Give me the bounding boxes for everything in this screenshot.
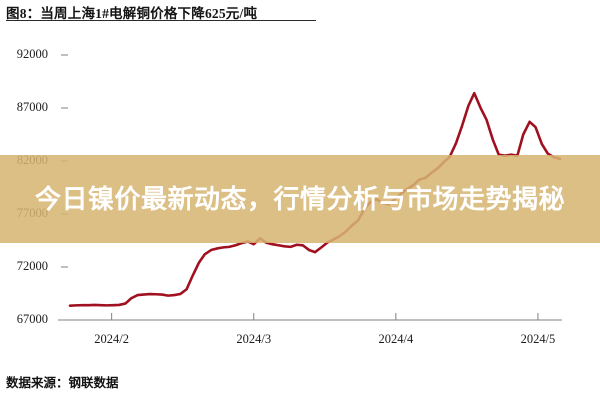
y-axis-tick-label: 92000 [16, 47, 48, 61]
y-axis-tick-label: 82000 [16, 153, 48, 167]
data-series-line [68, 91, 562, 307]
y-axis-tick-label: 87000 [16, 100, 48, 114]
y-axis-tick-label: 77000 [16, 206, 48, 220]
title-underline [6, 20, 316, 21]
x-axis-tick-label: 2024/3 [236, 332, 272, 346]
page-title: 图8：当周上海1#电解铜价格下降625元/吨 [6, 6, 258, 21]
x-axis-tick-label: 2024/4 [378, 332, 414, 346]
x-axis-tick-label: 2024/2 [94, 332, 130, 346]
x-axis-tick-label: 2024/5 [520, 332, 556, 346]
y-axis-tick-label: 67000 [16, 312, 48, 326]
y-axis-tick-label: 72000 [16, 259, 48, 273]
source-note: 数据来源：钢联数据 [6, 376, 119, 390]
